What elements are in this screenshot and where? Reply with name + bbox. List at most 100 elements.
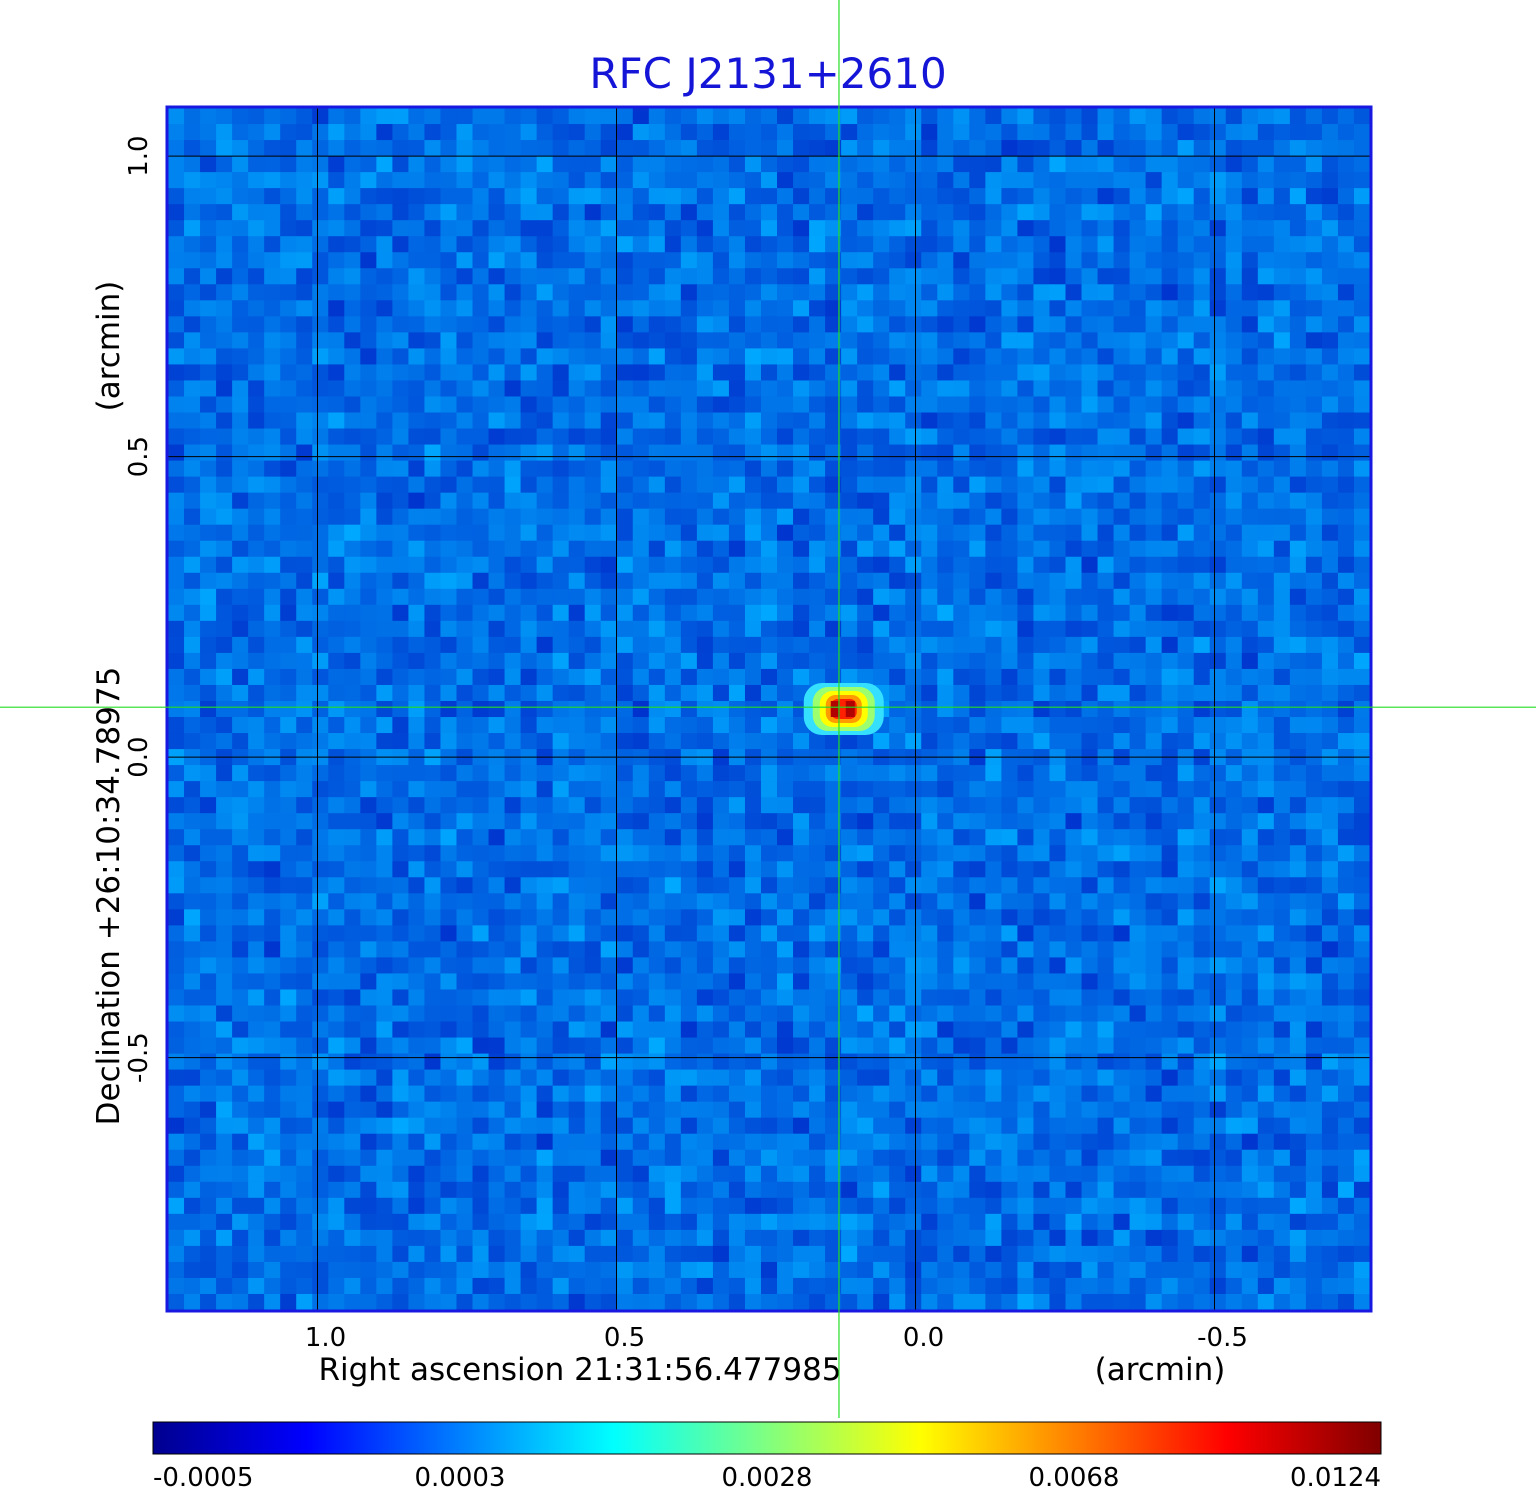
heatmap-cell <box>360 204 377 221</box>
heatmap-cell <box>873 877 890 894</box>
heatmap-cell <box>1161 268 1179 285</box>
heatmap-cell <box>248 1085 265 1103</box>
heatmap-cell <box>1033 893 1051 910</box>
heatmap-cell <box>344 941 361 959</box>
heatmap-cell <box>1049 524 1067 542</box>
heatmap-cell <box>760 1021 778 1039</box>
heatmap-cell <box>1129 1053 1147 1071</box>
heatmap-cell <box>1225 1101 1243 1119</box>
heatmap-cell <box>1289 700 1307 718</box>
heatmap-cell <box>985 172 1002 189</box>
heatmap-cell <box>1177 925 1195 942</box>
heatmap-cell <box>889 1005 906 1023</box>
heatmap-cell <box>1065 700 1083 718</box>
heatmap-cell <box>1017 172 1035 189</box>
heatmap-cell <box>1273 861 1291 878</box>
heatmap-cell <box>1241 508 1259 526</box>
heatmap-cell <box>969 925 986 942</box>
heatmap-cell <box>552 284 570 301</box>
heatmap-cell <box>632 668 650 686</box>
heatmap-cell <box>728 684 746 702</box>
heatmap-cell <box>728 396 746 414</box>
heatmap-cell <box>1001 1149 1019 1167</box>
heatmap-cell <box>376 973 393 991</box>
heatmap-cell <box>1113 428 1131 446</box>
heatmap-cell <box>1129 1021 1147 1039</box>
heatmap-cell <box>312 300 329 317</box>
heatmap-cell <box>1113 220 1131 237</box>
heatmap-cell <box>424 684 442 702</box>
heatmap-cell <box>360 1021 377 1039</box>
heatmap-cell <box>1145 604 1163 622</box>
heatmap-cell <box>280 957 297 975</box>
heatmap-cell <box>969 733 986 750</box>
heatmap-cell <box>616 380 634 398</box>
heatmap-cell <box>264 444 281 462</box>
heatmap-cell <box>1161 668 1179 686</box>
heatmap-cell <box>760 1037 778 1055</box>
heatmap-cell <box>424 957 442 975</box>
heatmap-cell <box>1145 893 1163 910</box>
heatmap-cell <box>1289 765 1307 782</box>
heatmap-cell <box>728 861 746 878</box>
heatmap-cell <box>1129 1117 1147 1135</box>
heatmap-cell <box>200 1101 217 1119</box>
heatmap-cell <box>680 300 698 317</box>
heatmap-cell <box>472 124 490 141</box>
heatmap-cell <box>184 1101 201 1119</box>
heatmap-cell <box>1017 1085 1035 1103</box>
heatmap-cell <box>536 508 554 526</box>
heatmap-cell <box>1097 1053 1115 1071</box>
heatmap-cell <box>312 332 329 349</box>
heatmap-cell <box>1017 204 1035 221</box>
heatmap-cell <box>1065 1101 1083 1119</box>
heatmap-cell <box>504 781 522 798</box>
heatmap-cell <box>680 668 698 686</box>
heatmap-cell <box>248 941 265 959</box>
heatmap-cell <box>825 652 842 670</box>
heatmap-cell <box>889 284 906 301</box>
heatmap-cell <box>793 925 810 942</box>
heatmap-cell <box>841 508 858 526</box>
heatmap-cell <box>1273 636 1291 654</box>
heatmap-cell <box>1289 1021 1307 1039</box>
heatmap-cell <box>953 636 970 654</box>
heatmap-cell <box>1033 316 1051 333</box>
heatmap-cell <box>456 684 474 702</box>
heatmap-cell <box>905 797 922 814</box>
heatmap-cell <box>648 204 666 221</box>
heatmap-cell <box>1193 781 1211 798</box>
heatmap-cell <box>680 204 698 221</box>
heatmap-cell <box>1081 604 1099 622</box>
heatmap-cell <box>1257 156 1275 173</box>
heatmap-cell <box>1081 636 1099 654</box>
heatmap-cell <box>168 1021 185 1039</box>
heatmap-cell <box>680 861 698 878</box>
heatmap-cell <box>1289 620 1307 638</box>
heatmap-cell <box>1289 572 1307 590</box>
heatmap-cell <box>1001 893 1019 910</box>
heatmap-cell <box>1177 268 1195 285</box>
heatmap-cell <box>664 684 682 702</box>
heatmap-cell <box>1273 300 1291 317</box>
heatmap-cell <box>1321 1117 1339 1135</box>
heatmap-cell <box>1129 556 1147 574</box>
heatmap-cell <box>568 1085 586 1103</box>
heatmap-cell <box>1097 572 1115 590</box>
heatmap-cell <box>889 428 906 446</box>
heatmap-cell <box>696 284 714 301</box>
heatmap-cell <box>296 412 313 430</box>
heatmap-cell <box>1161 989 1179 1007</box>
heatmap-cell <box>424 108 442 125</box>
heatmap-cell <box>472 1005 490 1023</box>
heatmap-cell <box>1145 1149 1163 1167</box>
heatmap-cell <box>728 332 746 349</box>
heatmap-cell <box>488 957 506 975</box>
heatmap-cell <box>777 172 794 189</box>
heatmap-cell <box>648 476 666 494</box>
heatmap-cell <box>408 684 426 702</box>
heatmap-cell <box>216 588 233 606</box>
heatmap-cell <box>440 700 458 718</box>
heatmap-cell <box>168 140 185 157</box>
